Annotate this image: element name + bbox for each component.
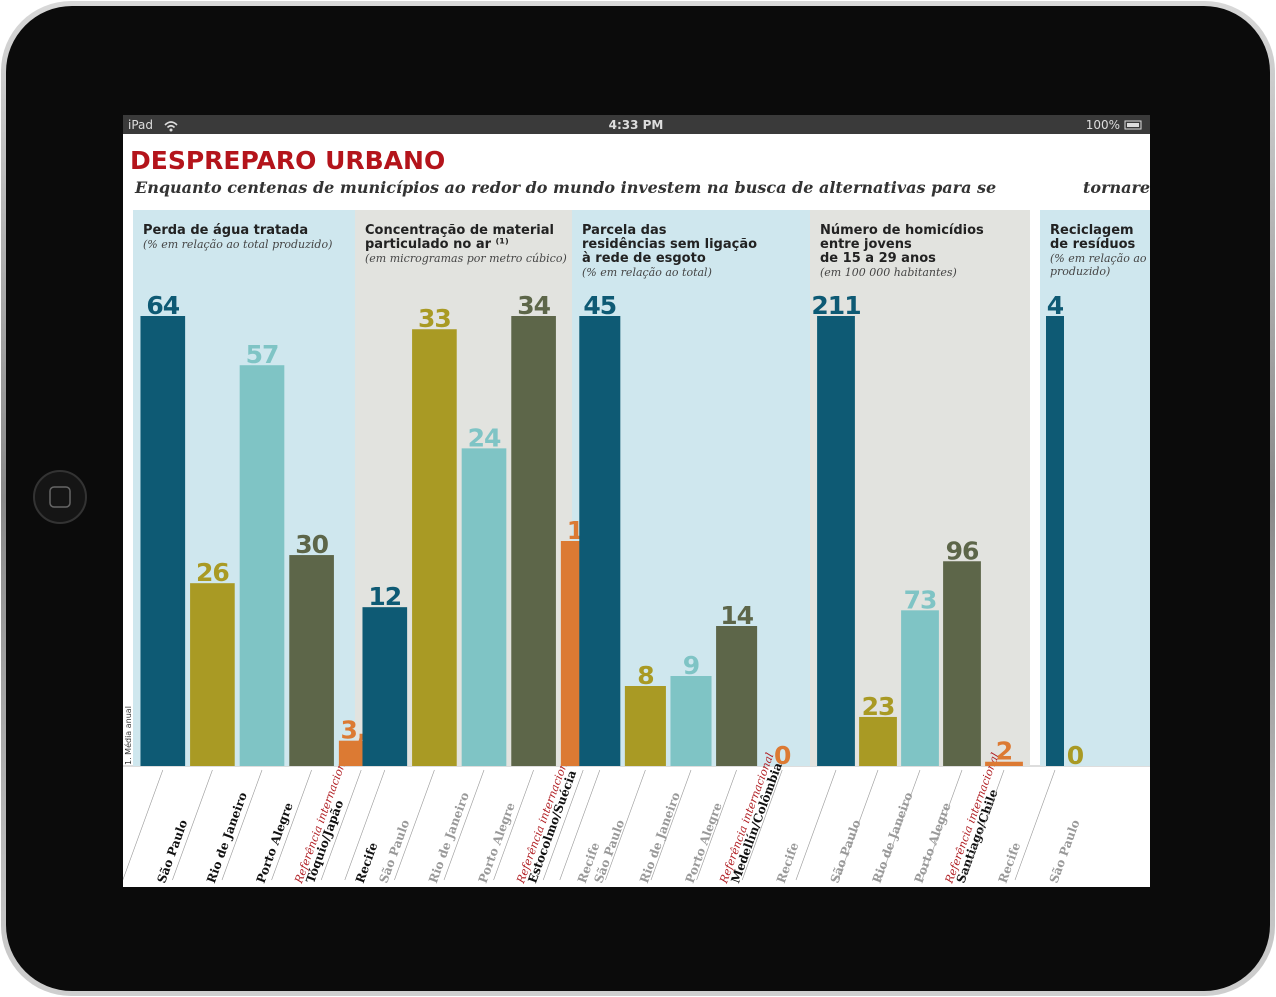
bar: [239, 365, 285, 766]
battery-fill: [1127, 123, 1139, 127]
label-leader: [320, 769, 362, 881]
label-leader: [559, 769, 601, 881]
panel-title: Parcela das: [582, 223, 667, 238]
bar: [511, 316, 556, 766]
screen: iPad 4:33 PM 100% DESPREPARO URBANO Enqu…: [123, 115, 1176, 887]
bar: [716, 626, 758, 766]
panel-title: entre jovens: [820, 237, 912, 252]
label-leader: [394, 769, 435, 881]
panel-subtitle: (em microgramas por metro cúbico): [365, 252, 567, 265]
panel-title: Número de homicídios: [820, 223, 984, 238]
label-leader: [542, 769, 584, 881]
bar: [140, 316, 186, 766]
label-leader: [605, 769, 646, 881]
value-label: 12: [368, 582, 401, 611]
value-label: 34: [517, 291, 550, 320]
label-leader: [963, 769, 1005, 881]
bar: [817, 316, 855, 766]
panel-title: residências sem ligação: [582, 237, 757, 252]
bar: [985, 761, 1023, 766]
value-label: 2: [996, 737, 1012, 766]
value-label: 0: [1067, 741, 1084, 770]
bar: [943, 561, 981, 766]
battery-level: 100%: [1086, 118, 1120, 132]
label-leader: [1014, 769, 1056, 881]
label-leader: [921, 769, 963, 881]
label-leader: [696, 769, 737, 881]
label-leader: [172, 769, 213, 881]
value-label: 30: [295, 530, 328, 559]
value-label: 96: [946, 536, 979, 565]
panel-title: Concentração de material: [365, 223, 554, 238]
value-label: 8: [637, 661, 653, 690]
value-label: 73: [904, 585, 937, 614]
wifi-icon: [164, 121, 178, 129]
panel-subtitle: (em 100 000 habitantes): [820, 266, 957, 279]
label-leader: [837, 769, 879, 881]
panel-title: Perda de água tratada: [143, 223, 308, 238]
bar: [289, 555, 334, 766]
panel-title: particulado no ar ⁽¹⁾: [365, 237, 509, 252]
label-leader: [443, 769, 485, 881]
value-label: 26: [196, 558, 229, 587]
label-leader: [650, 769, 692, 881]
device-name: iPad: [128, 118, 153, 132]
headline-subtitle-continued: tornare: [1083, 178, 1150, 197]
label-leader: [271, 769, 312, 881]
headline-subtitle: Enquanto centenas de municípios ao redor…: [134, 178, 996, 197]
footnote: 1. Média anual: [123, 706, 133, 765]
wifi-dot: [169, 128, 173, 132]
value-label: 0: [774, 741, 791, 770]
panel-title: de 15 a 29 anos: [820, 251, 936, 266]
bar: [901, 610, 939, 766]
panel-title: Reciclagem: [1050, 223, 1134, 238]
status-bar: [123, 115, 1150, 134]
home-button[interactable]: [33, 470, 87, 524]
label-leader: [344, 769, 386, 881]
battery-icon: [1124, 120, 1142, 130]
bar: [190, 583, 235, 766]
panel-title: à rede de esgoto: [582, 251, 706, 266]
bar: [362, 607, 408, 766]
value-label: 9: [683, 651, 699, 680]
value-label: 57: [246, 340, 279, 369]
clock: 4:33 PM: [609, 118, 664, 132]
label-leader: [493, 769, 534, 881]
bar: [579, 316, 621, 766]
bar: [670, 676, 712, 766]
label-leader: [123, 769, 164, 881]
panel-subtitle: (% em relação ao total): [582, 266, 712, 279]
label-leader: [795, 769, 837, 881]
label-leader: [741, 769, 783, 881]
home-button-icon: [49, 486, 71, 508]
label-leader: [879, 769, 921, 881]
panel-title: de resíduos: [1050, 237, 1136, 252]
panel-subtitle: (% em relação ao total: [1050, 252, 1176, 265]
value-label: 4: [1047, 291, 1064, 320]
value-label: 45: [583, 291, 616, 320]
bar: [624, 686, 666, 766]
bar: [859, 716, 897, 766]
bar: [1046, 316, 1064, 766]
value-label: 211: [811, 291, 860, 320]
panel-subtitle: produzido): [1050, 265, 1110, 278]
value-label: 14: [720, 601, 753, 630]
bar: [412, 329, 457, 766]
value-label: 23: [862, 692, 895, 721]
panel-subtitle: (% em relação ao total produzido): [143, 238, 332, 251]
bar: [461, 448, 507, 766]
label-leader: [221, 769, 263, 881]
value-label: 64: [146, 291, 179, 320]
headline: DESPREPARO URBANO: [130, 146, 445, 175]
value-label: 33: [418, 304, 451, 333]
value-label: 24: [468, 423, 501, 452]
